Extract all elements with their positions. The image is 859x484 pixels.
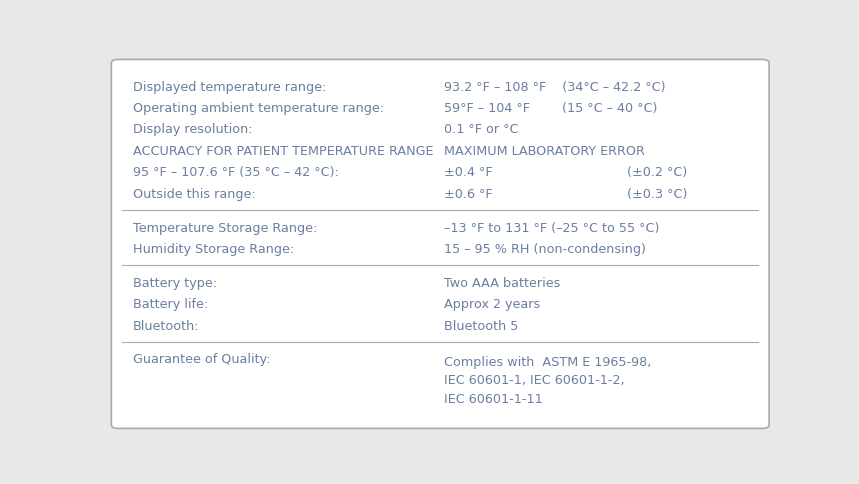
Text: –13 °F to 131 °F (–25 °C to 55 °C): –13 °F to 131 °F (–25 °C to 55 °C)	[443, 221, 659, 234]
Text: MAXIMUM LABORATORY ERROR: MAXIMUM LABORATORY ERROR	[443, 145, 644, 157]
Text: ACCURACY FOR PATIENT TEMPERATURE RANGE: ACCURACY FOR PATIENT TEMPERATURE RANGE	[132, 145, 433, 157]
Text: Guarantee of Quality:: Guarantee of Quality:	[132, 353, 271, 366]
Text: Bluetooth:: Bluetooth:	[132, 319, 199, 332]
Text: Outside this range:: Outside this range:	[132, 187, 255, 200]
Text: Displayed temperature range:: Displayed temperature range:	[132, 80, 326, 93]
Text: Battery life:: Battery life:	[132, 298, 208, 311]
Text: 93.2 °F – 108 °F    (34°C – 42.2 °C): 93.2 °F – 108 °F (34°C – 42.2 °C)	[443, 80, 665, 93]
Text: Humidity Storage Range:: Humidity Storage Range:	[132, 242, 294, 256]
Text: 95 °F – 107.6 °F (35 °C – 42 °C):: 95 °F – 107.6 °F (35 °C – 42 °C):	[132, 166, 338, 179]
Text: ±0.6 °F: ±0.6 °F	[443, 187, 492, 200]
Text: Bluetooth 5: Bluetooth 5	[443, 319, 518, 332]
Text: (±0.3 °C): (±0.3 °C)	[627, 187, 687, 200]
Text: Display resolution:: Display resolution:	[132, 123, 253, 136]
Text: Battery type:: Battery type:	[132, 276, 216, 289]
Text: 15 – 95 % RH (non-condensing): 15 – 95 % RH (non-condensing)	[443, 242, 645, 256]
Text: Approx 2 years: Approx 2 years	[443, 298, 539, 311]
Text: Complies with  ASTM E 1965-98,
IEC 60601-1, IEC 60601-1-2,
IEC 60601-1-11: Complies with ASTM E 1965-98, IEC 60601-…	[443, 355, 651, 405]
Text: Operating ambient temperature range:: Operating ambient temperature range:	[132, 102, 384, 115]
Text: 0.1 °F or °C: 0.1 °F or °C	[443, 123, 518, 136]
Text: Temperature Storage Range:: Temperature Storage Range:	[132, 221, 317, 234]
Text: (±0.2 °C): (±0.2 °C)	[627, 166, 687, 179]
Text: Two AAA batteries: Two AAA batteries	[443, 276, 560, 289]
Text: 59°F – 104 °F        (15 °C – 40 °C): 59°F – 104 °F (15 °C – 40 °C)	[443, 102, 657, 115]
FancyBboxPatch shape	[112, 60, 769, 428]
Text: ±0.4 °F: ±0.4 °F	[443, 166, 492, 179]
